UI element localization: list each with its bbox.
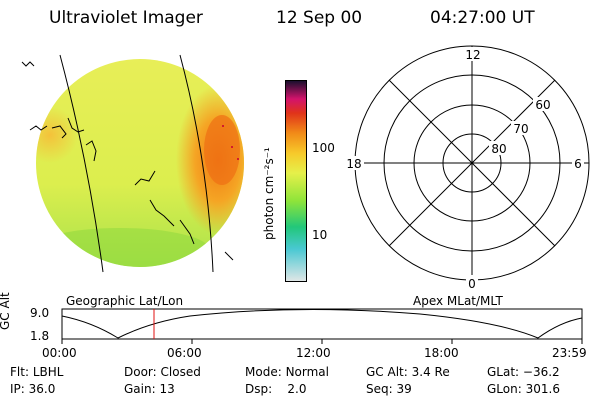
- info-flt: Flt: LBHL: [10, 365, 64, 379]
- polar-diagonal-2: [388, 79, 556, 247]
- time-tick-1200: 12:00: [296, 346, 331, 360]
- instrument-title: Ultraviolet Imager: [49, 8, 203, 28]
- time-tick-2359: 23:59: [552, 346, 587, 360]
- colorbar-tick-100: 100: [312, 141, 335, 155]
- mlt-label-18: 18: [346, 157, 361, 171]
- time-tick-0000: 00:00: [42, 346, 77, 360]
- info-gc-alt: GC Alt: 3.4 Re: [366, 365, 450, 379]
- info-gain: Gain: 13: [124, 382, 175, 396]
- info-door: Door: Closed: [124, 365, 201, 379]
- info-ip: IP: 36.0: [10, 382, 56, 396]
- date-label: 12 Sep 00: [276, 8, 363, 28]
- altitude-tick-low: 1.8: [30, 329, 50, 343]
- mlt-label-0: 0: [468, 277, 476, 291]
- apex-caption: Apex MLat/MLT: [413, 294, 503, 308]
- meridian-line-left: [59, 54, 104, 273]
- coastline-overlay: [21, 61, 234, 261]
- lat-label-70: 70: [513, 122, 528, 136]
- hotspot-points: [222, 125, 239, 160]
- mlt-label-6: 6: [574, 157, 582, 171]
- lat-label-80: 80: [491, 142, 506, 156]
- colorbar-tick-10: 10: [312, 228, 328, 242]
- meridian-line-right: [179, 54, 214, 273]
- time-tick-0600: 06:00: [167, 346, 202, 360]
- geographic-caption: Geographic Lat/Lon: [66, 294, 184, 308]
- info-dsp: Dsp: 2.0: [245, 382, 307, 396]
- colorbar: [285, 80, 307, 282]
- info-glat: GLat: −36.2: [487, 365, 560, 379]
- time-label: 04:27:00 UT: [430, 8, 535, 28]
- info-glon: GLon: 301.6: [487, 382, 560, 396]
- info-seq: Seq: 39: [366, 382, 412, 396]
- lat-label-60: 60: [535, 98, 550, 112]
- altitude-tick-high: 9.0: [30, 306, 50, 320]
- mlt-label-12: 12: [465, 48, 480, 62]
- time-tick-1800: 18:00: [424, 346, 459, 360]
- info-mode: Mode: Normal: [245, 365, 329, 379]
- altitude-plot-frame: [61, 308, 583, 340]
- altitude-curve: [61, 308, 583, 339]
- polar-grid-plot: 12 18 6 0 60 70 80: [344, 45, 590, 291]
